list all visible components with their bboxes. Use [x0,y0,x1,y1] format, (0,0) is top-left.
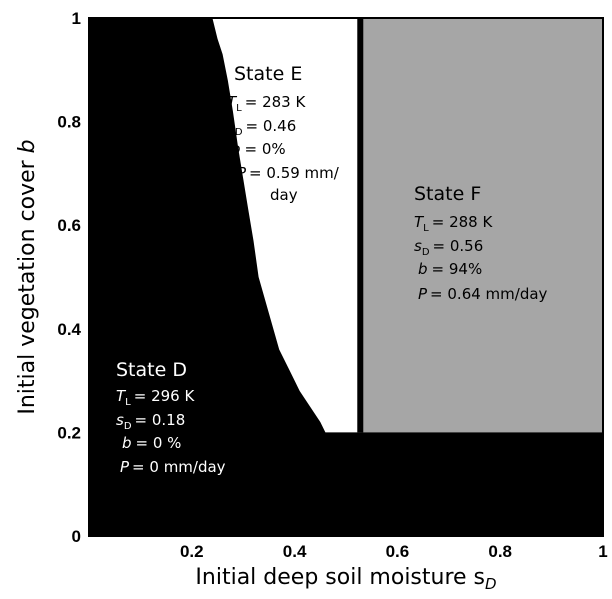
y-tick-label: 0 [72,527,81,546]
state-f-tl: TL = 288 K [414,213,493,234]
state-e-title: State E [234,63,302,85]
y-tick-label: 0.2 [57,423,81,442]
state-d-annotation: State D TL = 296 K sD = 0.18 b = 0 % P = 0 m… [116,359,226,476]
state-e-p-cont: day [270,186,298,204]
x-tick-label: 0.6 [386,542,410,561]
y-tick-label: 0.4 [57,320,81,339]
state-d-title: State D [116,359,187,381]
x-tick-label: 0.2 [180,542,204,561]
state-f-annotation: State F TL = 288 K sD = 0.56 b = 94% P = 0.6… [414,183,548,303]
x-ticks: 0.2 0.4 0.6 0.8 1 [180,542,608,561]
x-tick-label: 1 [598,542,607,561]
region-state-d [89,18,603,536]
state-e-annotation: State E TL = 283 K sD = 0.46 b = 0% P = 0.59… [227,63,340,204]
y-axis-label: Initial vegetation cover b [15,139,40,414]
state-f-p: P = 0.64 mm/day [418,285,548,303]
state-e-b: b = 0% [231,140,286,158]
y-tick-label: 0.6 [57,216,81,235]
state-d-sd: sD = 0.18 [116,411,185,432]
state-f-b: b = 94% [418,260,482,278]
plot-frame [88,17,604,537]
x-tick-label: 0.4 [283,542,307,561]
state-f-sd: sD = 0.56 [414,237,483,258]
divider-line [357,18,364,433]
state-e-tl: TL = 283 K [227,93,306,114]
y-ticks: 0 0.2 0.4 0.6 0.8 1 [57,9,81,546]
y-tick-label: 0.8 [57,113,81,132]
state-d-p: P = 0 mm/day [120,458,226,476]
region-state-f [361,18,603,433]
state-d-tl: TL = 296 K [116,387,195,408]
plot-area [88,17,604,537]
y-tick-label: 1 [72,9,81,28]
state-e-sd: sD = 0.46 [227,117,296,138]
state-f-title: State F [414,183,481,205]
state-e-p: P = 0.59 mm/ [237,164,340,182]
x-tick-label: 0.8 [488,542,512,561]
x-axis-label: Initial deep soil moisture sD [195,565,496,593]
state-d-b: b = 0 % [122,434,181,452]
